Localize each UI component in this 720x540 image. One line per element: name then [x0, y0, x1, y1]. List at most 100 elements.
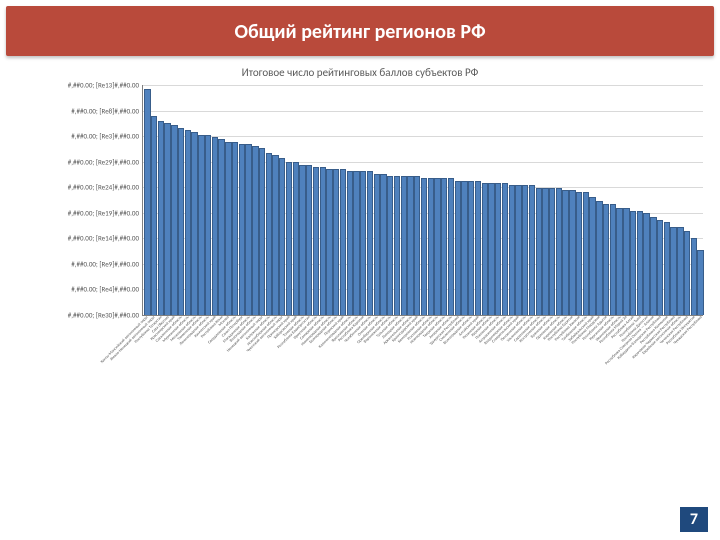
gridline [143, 136, 703, 137]
bar [536, 188, 542, 316]
plot-area: #,##0.00; [Re30]#,##0.00#,##0.00; [Re4]#… [142, 85, 703, 316]
bar [549, 188, 555, 316]
bar [144, 89, 150, 315]
y-axis-tick-label: #,##0.00; [Re9]#,##0.00 [71, 259, 143, 268]
page-number: 7 [690, 510, 698, 529]
bar [387, 176, 393, 315]
y-axis-tick-label: #,##0.00; [Re13]#,##0.00 [68, 81, 143, 90]
bar [576, 192, 582, 315]
bar [401, 176, 407, 315]
bar [279, 158, 285, 315]
bar [299, 165, 305, 316]
y-axis-tick-label: #,##0.00; [Re8]#,##0.00 [71, 106, 143, 115]
bar [232, 142, 238, 316]
slide-title: Общий рейтинг регионов РФ [234, 20, 485, 44]
bar [502, 183, 508, 315]
bar [326, 169, 332, 315]
bar [164, 123, 170, 315]
bar [191, 132, 197, 315]
bar [603, 204, 609, 315]
bar [488, 183, 494, 315]
bar [583, 192, 589, 315]
bar [664, 222, 670, 315]
y-axis-tick-label: #,##0.00; [Re3]#,##0.00 [71, 132, 143, 141]
bar [171, 125, 177, 315]
bar [293, 162, 299, 315]
bar [380, 174, 386, 315]
bar [212, 137, 218, 315]
y-axis-tick-label: #,##0.00; [Re30]#,##0.00 [68, 311, 143, 320]
bar [205, 135, 211, 315]
bar [495, 183, 501, 315]
bar [313, 167, 319, 315]
bar [360, 171, 366, 315]
bar [434, 178, 440, 315]
bar [691, 238, 697, 315]
bar [239, 144, 245, 315]
bar [374, 174, 380, 315]
bar [542, 188, 548, 316]
bar [650, 217, 656, 315]
bar [394, 176, 400, 315]
gridline [143, 85, 703, 86]
bar [448, 178, 454, 315]
bar [637, 211, 643, 316]
bar [515, 185, 521, 315]
bar [482, 183, 488, 315]
bar [245, 144, 251, 315]
bar [522, 185, 528, 315]
bar [461, 181, 467, 315]
bar [610, 204, 616, 315]
bar [623, 208, 629, 315]
bar [198, 135, 204, 315]
bar [306, 165, 312, 316]
bar [441, 178, 447, 315]
bar [589, 197, 595, 315]
bar [670, 227, 676, 315]
slide-title-bar: Общий рейтинг регионов РФ [6, 6, 714, 56]
bar [468, 181, 474, 315]
chart-title: Итоговое число рейтинговых баллов субъек… [0, 66, 720, 79]
bar [677, 227, 683, 315]
bar [340, 169, 346, 315]
bar [225, 142, 231, 316]
bar [218, 139, 224, 315]
bar [185, 130, 191, 315]
gridline [143, 111, 703, 112]
bar [151, 116, 157, 315]
bar [347, 171, 353, 315]
page-number-badge: 7 [680, 507, 708, 532]
y-axis-tick-label: #,##0.00; [Re14]#,##0.00 [68, 234, 143, 243]
bar [569, 190, 575, 315]
bar [529, 185, 535, 315]
bar [266, 153, 272, 315]
bar [178, 128, 184, 315]
bar [475, 181, 481, 315]
bar [643, 213, 649, 315]
bar [286, 162, 292, 315]
bar [367, 171, 373, 315]
bar [421, 178, 427, 315]
y-axis-tick-label: #,##0.00; [Re19]#,##0.00 [68, 208, 143, 217]
y-axis-tick-label: #,##0.00; [Re29]#,##0.00 [68, 157, 143, 166]
bar [556, 188, 562, 316]
bar [353, 171, 359, 315]
y-axis-tick-label: #,##0.00; [Re4]#,##0.00 [71, 285, 143, 294]
y-axis-tick-label: #,##0.00; [Re24]#,##0.00 [68, 183, 143, 192]
bar [259, 148, 265, 315]
bar [252, 146, 258, 315]
bar [414, 176, 420, 315]
bar [158, 121, 164, 315]
bar [616, 208, 622, 315]
bar [657, 220, 663, 315]
bar [684, 231, 690, 315]
x-axis-tick-label: Ханты-Мансийский автономный округ [100, 315, 150, 365]
bar [455, 181, 461, 315]
bar [562, 190, 568, 315]
bar [697, 250, 703, 315]
chart-container: #,##0.00; [Re30]#,##0.00 #,##0.00; [Re4]#… [12, 85, 708, 455]
bar [320, 167, 326, 315]
bar [333, 169, 339, 315]
bar [428, 178, 434, 315]
bar [630, 211, 636, 316]
